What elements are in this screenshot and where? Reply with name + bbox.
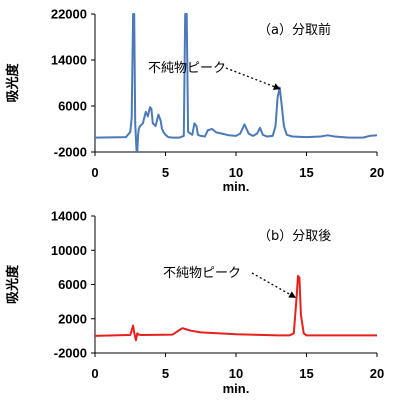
y-ticks-b: -2000 2000 6000 10000 14000 — [51, 209, 95, 361]
y-tick-label: -2000 — [54, 145, 87, 160]
y-tick-label: 6000 — [58, 277, 87, 292]
x-tick-label: 20 — [370, 165, 384, 180]
y-tick-label: 2000 — [58, 311, 87, 326]
x-tick-label: 15 — [299, 366, 313, 381]
x-axis-label-a: min. — [223, 179, 250, 194]
x-tick-label: 20 — [370, 366, 384, 381]
y-tick-label: 14000 — [51, 209, 87, 224]
x-tick-label: 5 — [162, 165, 169, 180]
series-line — [94, 274, 377, 342]
x-tick-label: 0 — [91, 366, 98, 381]
x-tick-label: 10 — [229, 165, 243, 180]
x-ticks-b: 0 5 10 15 20 — [91, 353, 384, 381]
series-line — [94, 13, 378, 153]
impurity-arrow-a — [225, 67, 281, 90]
x-tick-label: 10 — [229, 366, 243, 381]
y-tick-label: 6000 — [58, 99, 87, 114]
y-tick-label: 14000 — [51, 53, 87, 68]
y-axis-label-a: 吸光度 — [5, 63, 21, 103]
impurity-peak-label-a: 不純物ピーク — [148, 61, 226, 76]
x-tick-label: 5 — [162, 366, 169, 381]
y-tick-label: -2000 — [54, 346, 87, 361]
series-a — [94, 13, 378, 153]
x-ticks-a: 0 5 10 15 20 — [91, 152, 384, 180]
x-tick-label: 0 — [91, 165, 98, 180]
axes-a — [94, 14, 377, 153]
y-tick-label: 10000 — [51, 243, 87, 258]
x-axis-label-b: min. — [223, 381, 250, 396]
panel-label-b: （b）分取後 — [258, 229, 331, 244]
impurity-arrow-b — [251, 272, 297, 298]
chart-panel-a: -2000 6000 14000 22000 0 5 10 15 20 （a）分取前 不純物ピ… — [5, 7, 384, 195]
y-axis-label-b: 吸光度 — [5, 264, 21, 304]
y-ticks-a: -2000 6000 14000 22000 — [51, 7, 95, 160]
panel-label-a: （a）分取前 — [258, 22, 331, 38]
impurity-peak-label-b: 不純物ピーク — [163, 266, 241, 281]
series-b — [94, 274, 377, 342]
y-tick-label: 22000 — [51, 7, 87, 22]
x-tick-label: 15 — [299, 165, 313, 180]
